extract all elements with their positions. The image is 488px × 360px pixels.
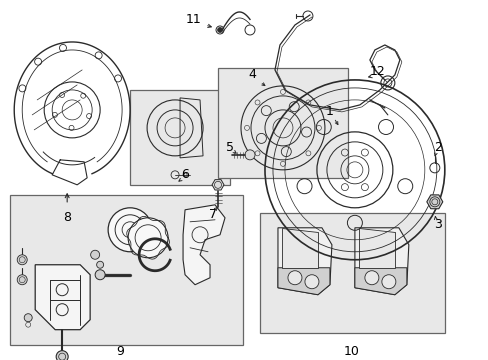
Circle shape xyxy=(381,275,395,289)
Circle shape xyxy=(108,208,152,252)
Text: 6: 6 xyxy=(181,168,188,181)
Circle shape xyxy=(305,275,318,289)
Circle shape xyxy=(364,271,378,285)
Text: 8: 8 xyxy=(63,211,71,224)
Text: 9: 9 xyxy=(116,345,124,358)
Circle shape xyxy=(24,314,32,322)
Circle shape xyxy=(56,351,68,360)
Bar xyxy=(260,213,444,333)
Text: 11: 11 xyxy=(185,13,201,27)
Text: 2: 2 xyxy=(433,141,441,154)
Polygon shape xyxy=(183,205,224,285)
Circle shape xyxy=(97,261,103,268)
Text: 3: 3 xyxy=(433,218,441,231)
Circle shape xyxy=(217,27,222,32)
Circle shape xyxy=(244,150,254,160)
Text: 1: 1 xyxy=(325,105,333,118)
Text: 5: 5 xyxy=(225,141,234,154)
Polygon shape xyxy=(277,268,329,295)
Polygon shape xyxy=(358,228,394,268)
Polygon shape xyxy=(354,228,408,295)
Polygon shape xyxy=(426,195,442,209)
Text: 12: 12 xyxy=(369,66,385,78)
Circle shape xyxy=(17,255,27,265)
Bar xyxy=(130,90,229,185)
Bar xyxy=(10,195,243,345)
Circle shape xyxy=(95,270,105,280)
Circle shape xyxy=(90,250,100,259)
Polygon shape xyxy=(282,228,317,268)
Text: 7: 7 xyxy=(208,208,217,221)
Text: 10: 10 xyxy=(343,345,359,358)
Bar xyxy=(218,68,347,178)
Circle shape xyxy=(128,218,168,258)
Polygon shape xyxy=(35,265,90,330)
Circle shape xyxy=(17,275,27,285)
Polygon shape xyxy=(354,268,406,295)
Polygon shape xyxy=(277,228,331,295)
Text: 4: 4 xyxy=(247,68,255,81)
Polygon shape xyxy=(212,180,224,190)
Circle shape xyxy=(287,271,301,285)
